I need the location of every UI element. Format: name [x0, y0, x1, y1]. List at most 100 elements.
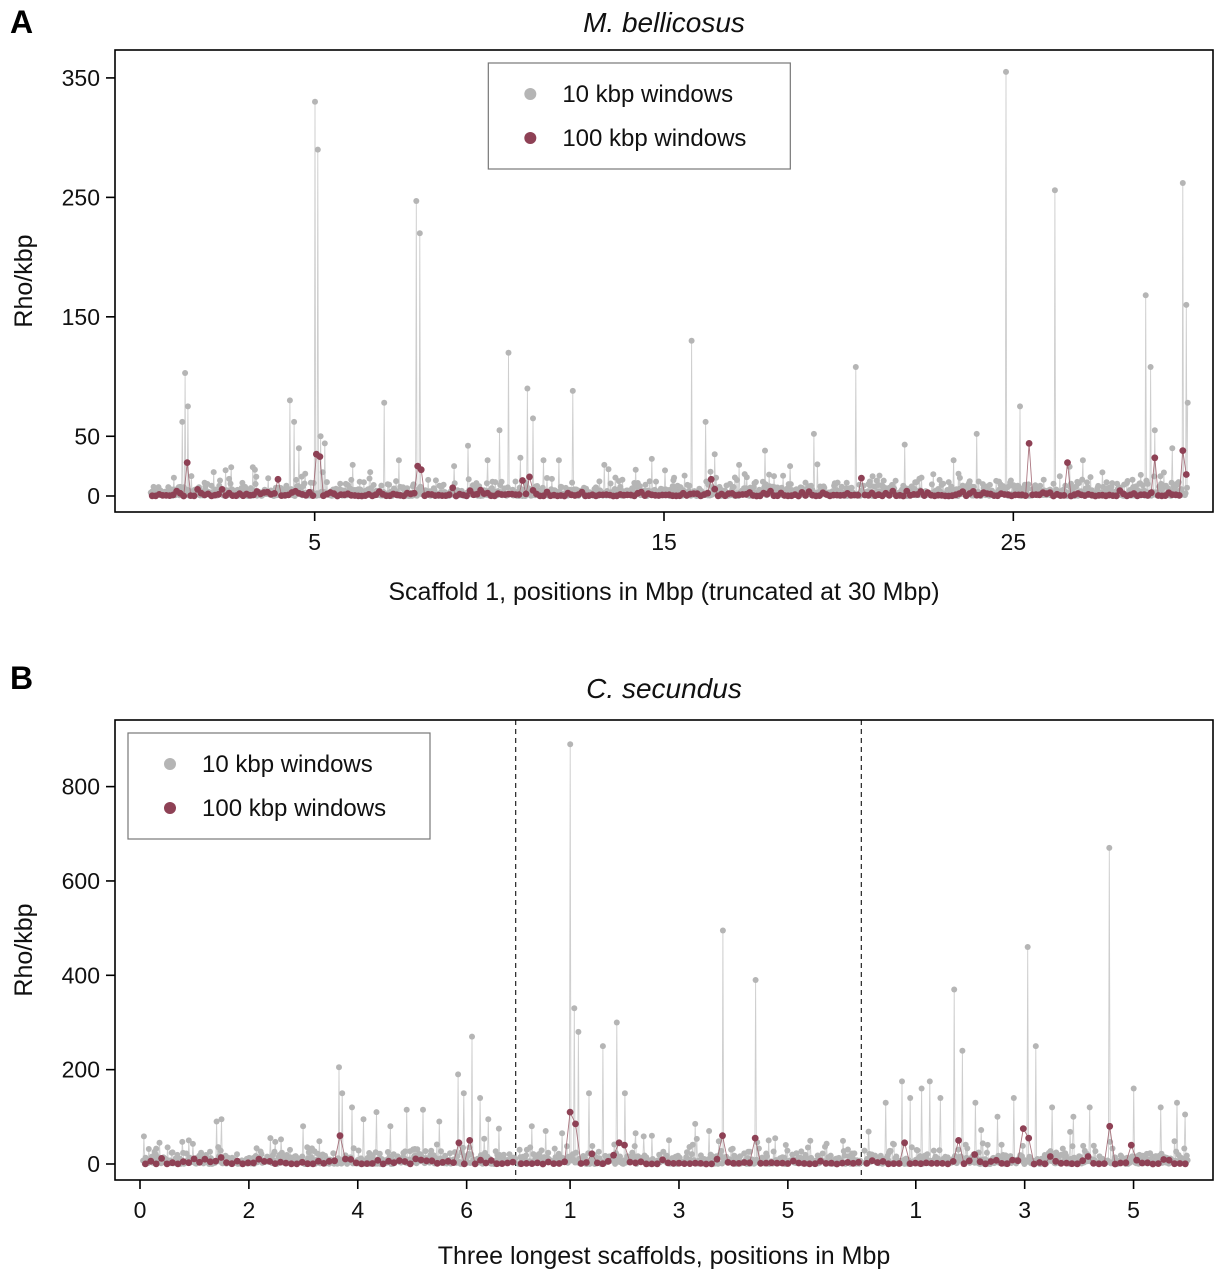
- data-point: [404, 485, 411, 492]
- data-point: [1090, 1142, 1097, 1149]
- legend: 10 kbp windows 100 kbp windows: [487, 62, 791, 170]
- data-point: [253, 1145, 260, 1152]
- data-point: [821, 484, 828, 491]
- data-point: [567, 741, 574, 748]
- data-point: [1183, 1152, 1190, 1159]
- data-point: [299, 1153, 306, 1160]
- data-point: [1051, 187, 1058, 194]
- data-point: [636, 483, 643, 490]
- data-point: [861, 1147, 868, 1154]
- data-point: [892, 477, 899, 484]
- data-point: [936, 476, 943, 483]
- y-tick-label: 800: [62, 774, 100, 800]
- data-point: [210, 469, 217, 476]
- data-point: [185, 1137, 192, 1144]
- data-point: [1149, 1160, 1157, 1168]
- data-point: [291, 418, 298, 425]
- data-point: [615, 1139, 623, 1147]
- data-point: [316, 1138, 323, 1145]
- data-point: [1025, 1134, 1033, 1142]
- data-point: [348, 476, 355, 483]
- data-point: [412, 1155, 420, 1163]
- data-point: [207, 1148, 213, 1155]
- data-point: [697, 1160, 705, 1167]
- data-point: [811, 1160, 819, 1168]
- data-point: [770, 1148, 777, 1155]
- data-point: [189, 1140, 196, 1147]
- data-point: [918, 474, 925, 481]
- data-point: [483, 480, 490, 487]
- data-point: [987, 1158, 995, 1165]
- data-point: [517, 1160, 525, 1168]
- data-point: [1124, 478, 1131, 484]
- x-tick-label: 3: [673, 1197, 686, 1223]
- data-point: [477, 1156, 484, 1164]
- data-point: [401, 1158, 409, 1165]
- data-point: [719, 1132, 726, 1140]
- data-point: [387, 1123, 394, 1130]
- data-point: [589, 1143, 596, 1149]
- data-point: [806, 1160, 813, 1168]
- data-point: [945, 479, 952, 486]
- data-point: [460, 1090, 467, 1097]
- data-point: [740, 1159, 748, 1166]
- data-point: [544, 475, 550, 481]
- data-point: [309, 492, 317, 499]
- legend-label: 100 kbp windows: [202, 795, 386, 822]
- data-point: [185, 1159, 193, 1167]
- data-point: [782, 1142, 789, 1148]
- data-point: [833, 1160, 841, 1168]
- data-point: [417, 1156, 425, 1164]
- data-point: [293, 1160, 301, 1168]
- data-point: [455, 1071, 462, 1078]
- data-point: [1181, 1145, 1188, 1152]
- data-point: [179, 1138, 186, 1145]
- data-point: [971, 1151, 979, 1158]
- data-point: [1068, 1160, 1076, 1168]
- data-point: [538, 1147, 545, 1154]
- data-point: [1171, 1160, 1178, 1168]
- data-point: [983, 1149, 990, 1156]
- data-point: [1010, 1095, 1017, 1101]
- data-point: [702, 418, 709, 425]
- data-point: [730, 484, 737, 490]
- data-point: [559, 1130, 566, 1137]
- data-point: [234, 1151, 240, 1158]
- data-point: [433, 1159, 441, 1167]
- data-point: [325, 1157, 333, 1165]
- data-point: [150, 483, 157, 490]
- data-point: [505, 349, 512, 356]
- data-point: [984, 1141, 991, 1148]
- data-point: [838, 1159, 846, 1167]
- data-point: [403, 1106, 410, 1113]
- data-point: [724, 1159, 732, 1166]
- data-point: [252, 481, 259, 487]
- data-point: [1080, 1142, 1087, 1149]
- data-point: [227, 480, 234, 487]
- data-point: [523, 1160, 530, 1167]
- data-point: [686, 482, 693, 489]
- data-point: [460, 1144, 466, 1151]
- data-point: [1160, 1156, 1168, 1163]
- data-point: [524, 385, 531, 392]
- data-point: [1092, 1148, 1099, 1155]
- data-point: [730, 1159, 737, 1167]
- data-point: [363, 1160, 371, 1167]
- x-tick-label: 0: [134, 1197, 147, 1223]
- data-point: [1157, 1104, 1164, 1111]
- data-point: [455, 1139, 463, 1147]
- data-point: [278, 1136, 284, 1143]
- data-point: [1037, 482, 1044, 489]
- data-point: [917, 1160, 925, 1168]
- data-point: [1184, 484, 1190, 491]
- data-point: [1182, 490, 1189, 497]
- x-tick-label: 3: [1018, 1197, 1031, 1223]
- y-tick-label: 400: [62, 962, 100, 988]
- legend: 10 kbp windows 100 kbp windows: [127, 732, 431, 840]
- data-point: [140, 1133, 147, 1140]
- data-point: [260, 1158, 268, 1165]
- data-point: [719, 927, 726, 934]
- data-point: [1095, 482, 1102, 489]
- data-point: [1113, 492, 1120, 500]
- data-point: [336, 1132, 344, 1140]
